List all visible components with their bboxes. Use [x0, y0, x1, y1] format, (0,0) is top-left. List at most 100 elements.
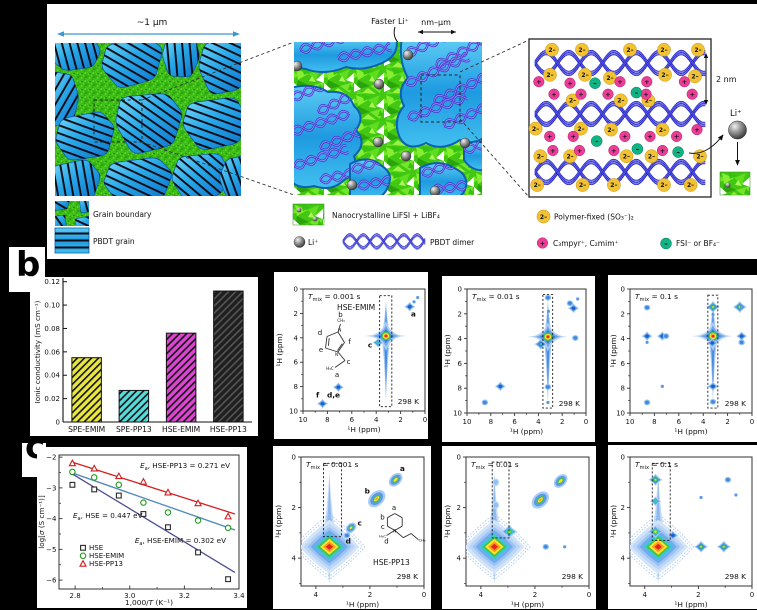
helix-strand: [294, 112, 350, 134]
helix-strand: [318, 85, 362, 114]
helix-strand: [294, 85, 349, 101]
cross-peak-layer: [654, 478, 657, 481]
legend-gb-stripes: [79, 201, 89, 213]
bond: [337, 342, 345, 353]
atom-label: b: [338, 311, 343, 319]
bar-HSE-PP13: [213, 290, 244, 423]
sulfonate-ion: [574, 121, 588, 136]
cross-peak-layer: [664, 334, 668, 338]
helix-strand: [406, 58, 471, 86]
helix-strand: [406, 42, 469, 56]
helix-strand: [431, 182, 467, 194]
helix-strand: [299, 42, 360, 54]
x-category-label: HSE-EMIM: [162, 425, 200, 434]
helix-strand: [357, 174, 390, 189]
helix-strand: [534, 161, 706, 183]
sulfonate-glyph: 2–: [659, 127, 666, 134]
peak-core: [325, 543, 333, 550]
helix-strand: [421, 163, 466, 176]
cation-glyph: +: [643, 91, 648, 99]
cross-peak: [740, 306, 744, 310]
marker-square: [91, 486, 98, 493]
helix-strand: [405, 42, 469, 55]
cross-peak-layer: [546, 295, 550, 300]
plot-frame: [466, 288, 587, 414]
range-label: nm–μm: [421, 18, 451, 27]
pbdt-helix: [294, 85, 349, 102]
helix-strand: [317, 85, 362, 114]
y-tick-label: 0: [56, 419, 60, 427]
y-tick-label: −3: [46, 484, 56, 492]
cross-peak-layer: [739, 334, 744, 338]
cross-peak-layer: [393, 477, 398, 482]
peak-core: [546, 335, 550, 338]
cross-peak: [641, 331, 653, 341]
atom-label: d: [384, 538, 388, 546]
x-tick-label: 10: [626, 418, 635, 426]
peak-label-f: f: [316, 391, 320, 400]
y-tick-label: 0.02: [44, 395, 60, 403]
atom-label: e: [319, 346, 323, 354]
atom-label: b: [380, 514, 385, 522]
cation-ion: [671, 130, 683, 142]
mixing-time-label: Tmix = 0.001 s: [308, 292, 360, 303]
bond: [394, 525, 403, 531]
marker-square: [69, 481, 76, 488]
helix-strand: [299, 42, 361, 52]
ea-annotation: Ea, HSE-PP13 = 0.271 eV: [140, 461, 230, 472]
cation-glyph: +: [617, 78, 622, 86]
helix-strand: [534, 50, 706, 73]
cross-peak: [492, 501, 500, 509]
plot-area: [317, 295, 420, 409]
helix-strand: [319, 167, 362, 181]
sulfonate-ion: [623, 42, 637, 57]
marker-triangle: [194, 499, 202, 507]
cross-peak-layer: [700, 545, 702, 548]
cross-peak: [734, 493, 738, 497]
atom-label: f: [348, 338, 351, 346]
pbdt-helix: [294, 109, 350, 136]
cross-peak: [724, 476, 732, 483]
helix-strand: [294, 113, 350, 135]
li-ion-sphere: [459, 137, 471, 149]
pbdt-grain-stripes: [219, 156, 241, 196]
sulfonate-glyph: 2–: [623, 153, 630, 160]
sulfonate-glyph: 2–: [581, 72, 588, 79]
helix-strand: [534, 54, 706, 77]
anion-ion: [630, 86, 643, 99]
bond: [386, 530, 396, 536]
temperature-label: 298 K: [562, 572, 583, 581]
marker-square: [165, 524, 171, 531]
sulfonate-glyph: 2–: [626, 47, 633, 54]
y-axis-title: Ionic conductivity (mS cm⁻¹): [33, 300, 42, 403]
helix-strand: [444, 110, 482, 128]
y-axis-title: log[σ (S cm⁻¹)]: [37, 495, 46, 549]
helix-strand: [319, 125, 362, 151]
y-tick-label: 2: [292, 504, 296, 512]
helix-strand: [407, 94, 468, 118]
x-category-label: HSE-PP13: [210, 425, 247, 434]
sulfonate-ion: [644, 149, 659, 164]
cross-peak-layer: [699, 495, 703, 500]
arrhenius-chart: 2.8 3.0 3.2 3.4 −2 −3 −4 −5 −6 Ea, HSE-PP13 = 0.2…: [37, 454, 245, 607]
sulfonate-ion: [657, 178, 671, 192]
marker-square: [225, 576, 232, 583]
cross-peak-layer: [543, 545, 548, 549]
pbdt-grain-stripes: [199, 43, 241, 94]
helix-strand: [534, 104, 706, 127]
bond: [387, 525, 396, 531]
cross-peak-layer: [568, 301, 572, 305]
cation-ion: [641, 76, 653, 88]
cross-peak: [542, 543, 549, 550]
marker-circle: [90, 474, 98, 481]
cation-ion: [567, 130, 579, 142]
helix-strand: [405, 42, 468, 54]
temperature-label: 298 K: [398, 397, 419, 406]
sulfonate-glyph: 2–: [532, 126, 539, 133]
bar-chart-panel: 0 0.02 0.04 0.06 0.08 0.10 0.12 SPE-EMIM SPE-PP1…: [30, 277, 258, 436]
cross-peak: [368, 490, 386, 508]
legend-sulfonate-circle: [536, 209, 551, 224]
bond: [334, 360, 346, 368]
x-tick-label: 0: [750, 418, 754, 426]
bar-SPE-PP13: [118, 389, 150, 423]
